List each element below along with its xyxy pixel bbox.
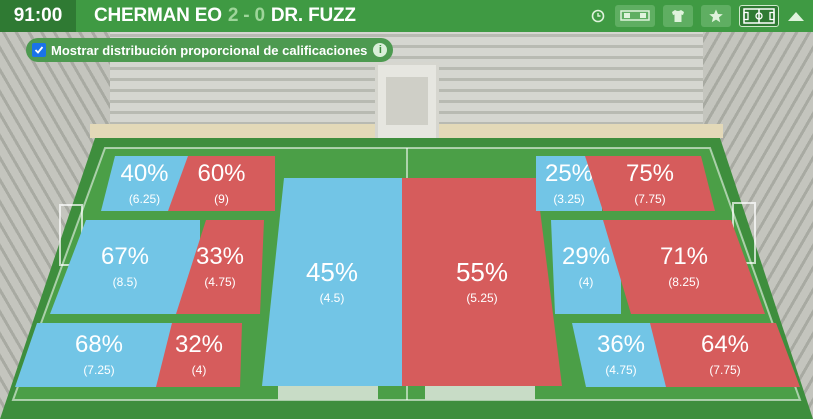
zone-right-bot-away: 64% (7.75) bbox=[650, 323, 800, 387]
scoreboard-icon bbox=[620, 10, 650, 21]
zone-pct: 25% bbox=[544, 159, 594, 187]
zone-left-bot-away: 32% (4) bbox=[156, 323, 242, 387]
pitch-view-button[interactable] bbox=[739, 5, 779, 27]
zone-rating: (4.75) bbox=[204, 275, 236, 289]
match-header: 91:00 CHERMAN EO 2 - 0 DR. FUZZ bbox=[0, 0, 813, 32]
checkbox[interactable] bbox=[32, 43, 46, 57]
zone-pct: 29% bbox=[561, 243, 611, 270]
players-tunnel bbox=[375, 62, 439, 142]
zone-rating: (8.5) bbox=[112, 275, 138, 289]
zone-pct: 75% bbox=[625, 159, 675, 187]
home-team-name: CHERMAN EO bbox=[94, 5, 222, 26]
zone-rating: (5.25) bbox=[466, 291, 498, 305]
zone-pct: 71% bbox=[659, 243, 709, 270]
view-toolbar bbox=[589, 0, 805, 32]
zone-rating: (4.75) bbox=[605, 363, 637, 377]
clock-button[interactable] bbox=[589, 5, 607, 27]
lineup-button[interactable] bbox=[663, 5, 693, 27]
zone-right-mid-away: 71% (8.25) bbox=[603, 220, 765, 314]
info-icon[interactable]: i bbox=[373, 43, 388, 57]
zone-rating: (7.75) bbox=[709, 363, 741, 377]
zone-right-top-home: 25% (3.25) bbox=[536, 156, 602, 211]
zone-rating: (7.25) bbox=[83, 363, 115, 377]
clock-icon bbox=[591, 9, 605, 23]
match-title: CHERMAN EO 2 - 0 DR. FUZZ bbox=[94, 5, 356, 27]
toggle-label: Mostrar distribución proporcional de cal… bbox=[51, 42, 368, 58]
collapse-arrow-icon bbox=[788, 12, 804, 21]
zone-center-home: 45% (4.5) bbox=[262, 178, 402, 386]
zone-rating: (4) bbox=[191, 363, 207, 377]
zone-pct: 55% bbox=[455, 257, 509, 287]
zone-rating: (4) bbox=[578, 275, 594, 289]
zone-left-top-away: 60% (9) bbox=[168, 156, 275, 211]
zone-pct: 32% bbox=[174, 331, 224, 358]
zone-pct: 60% bbox=[197, 159, 246, 187]
proportional-distribution-toggle[interactable]: Mostrar distribución proporcional de cal… bbox=[26, 38, 394, 62]
away-team-name: DR. FUZZ bbox=[270, 5, 356, 26]
zone-pct: 33% bbox=[195, 243, 245, 270]
zone-rating: (4.5) bbox=[319, 291, 345, 305]
zone-right-top-away: 75% (7.75) bbox=[585, 156, 715, 211]
zone-left-bot-home: 68% (7.25) bbox=[15, 323, 183, 387]
zone-rating: (6.25) bbox=[128, 191, 161, 206]
match-clock: 91:00 bbox=[0, 0, 76, 32]
zone-rating: (3.25) bbox=[553, 191, 585, 206]
zone-pct: 64% bbox=[700, 331, 750, 358]
match-score: 2 - 0 bbox=[227, 5, 265, 26]
zone-center-away: 55% (5.25) bbox=[402, 178, 562, 386]
checkmark-icon bbox=[34, 46, 44, 54]
zone-rating: (9) bbox=[214, 191, 229, 206]
zone-pct: 36% bbox=[596, 331, 646, 358]
zone-rating: (7.75) bbox=[634, 191, 666, 206]
collapse-button[interactable] bbox=[787, 5, 805, 27]
star-icon bbox=[709, 9, 723, 23]
zone-pct: 67% bbox=[100, 243, 150, 270]
favorites-button[interactable] bbox=[701, 5, 731, 27]
zone-rating: (8.25) bbox=[668, 275, 700, 289]
scoreboard-button[interactable] bbox=[615, 5, 655, 27]
zone-pct: 40% bbox=[120, 159, 169, 187]
zone-pct: 68% bbox=[74, 331, 124, 358]
pitch-icon bbox=[743, 8, 775, 24]
shirt-icon bbox=[672, 10, 684, 22]
zone-pct: 45% bbox=[305, 257, 359, 287]
